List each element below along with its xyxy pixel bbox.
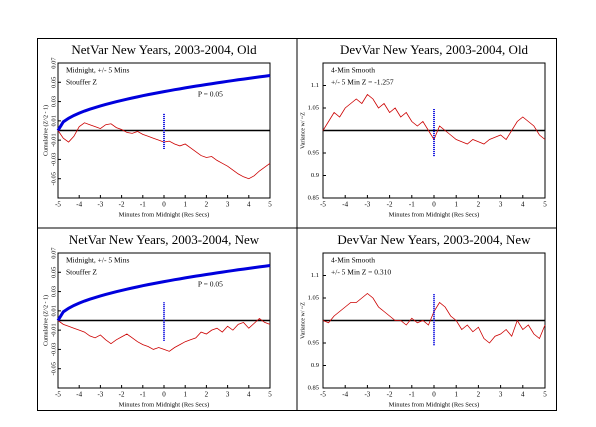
- annotation: Midnight, +/- 5 Mins: [66, 66, 129, 75]
- x-tick-label: 3: [499, 391, 503, 399]
- x-tick-label: 4: [247, 201, 251, 209]
- x-tick-label: -5: [55, 391, 61, 399]
- y-tick-label: -0.05: [50, 172, 57, 186]
- y-tick-label: 0.9: [311, 172, 319, 179]
- x-tick-label: -4: [342, 391, 348, 399]
- x-tick-label: -3: [364, 391, 370, 399]
- x-tick-label: 4: [521, 201, 525, 209]
- y-axis-label: Cumulative (Z^2 - 1): [42, 105, 49, 156]
- y-axis-label: Cumulative (Z^2 - 1): [42, 295, 49, 346]
- x-tick-label: -1: [140, 201, 146, 209]
- y-tick-label: 0.05: [50, 77, 57, 88]
- y-tick-label: 1.05: [308, 104, 319, 111]
- y-tick-label: 0.9: [311, 362, 319, 369]
- x-tick-label: 1: [454, 391, 458, 399]
- x-tick-label: 1: [454, 201, 458, 209]
- envelope-line: [56, 74, 271, 132]
- annotation: Stouffer Z: [66, 268, 97, 277]
- x-tick-label: -4: [76, 201, 82, 209]
- x-tick-label: 5: [268, 391, 272, 399]
- x-tick-label: 0: [162, 201, 166, 209]
- data-line: [322, 292, 546, 344]
- x-tick-label: -3: [97, 391, 103, 399]
- y-tick-label: 1.05: [308, 294, 319, 301]
- x-tick-label: -3: [364, 201, 370, 209]
- x-tick-label: 2: [477, 201, 481, 209]
- y-tick-label: 0.07: [50, 247, 57, 259]
- x-axis-label: Minutes from Midnight (Res Secs): [389, 401, 480, 408]
- x-axis-label: Minutes from Midnight (Res Secs): [119, 401, 210, 408]
- y-tick-label: 0.03: [50, 96, 57, 107]
- y-tick-label: 1.1: [311, 82, 319, 89]
- x-tick-label: 3: [226, 201, 230, 209]
- y-tick-label: 0.85: [308, 384, 319, 391]
- y-tick-label: -0.01: [50, 133, 57, 147]
- chart-title: NetVar New Years, 2003-2004, Old: [71, 42, 257, 57]
- y-tick-label: 0.01: [50, 115, 57, 126]
- x-tick-label: -3: [97, 201, 103, 209]
- x-tick-label: 2: [477, 391, 481, 399]
- x-tick-label: -1: [140, 391, 146, 399]
- y-axis-label: Variance w/ ~Z: [300, 302, 306, 339]
- y-tick-label: 0.03: [50, 286, 57, 297]
- x-tick-label: 5: [268, 201, 272, 209]
- series-label: P = 0.05: [198, 280, 223, 289]
- x-tick-label: 1: [183, 391, 187, 399]
- x-tick-label: 3: [226, 391, 230, 399]
- envelope-line: [56, 264, 271, 322]
- x-tick-label: -5: [55, 201, 61, 209]
- y-tick-label: -0.01: [50, 323, 57, 337]
- y-tick-label: 0.85: [308, 194, 319, 201]
- x-tick-label: 0: [432, 201, 436, 209]
- chart-title: DevVar New Years, 2003-2004, Old: [340, 42, 529, 57]
- chart-title: DevVar New Years, 2003-2004, New: [337, 232, 531, 247]
- annotation: +/- 5 Min Z = 0.310: [331, 268, 391, 277]
- x-tick-label: -5: [320, 391, 326, 399]
- y-tick-label: 0.05: [50, 267, 57, 278]
- annotation: Stouffer Z: [66, 78, 97, 87]
- y-tick-label: -0.03: [50, 343, 57, 357]
- annotation: Midnight, +/- 5 Mins: [66, 256, 129, 265]
- annotation: +/- 5 Min Z = -1.257: [331, 78, 394, 87]
- x-tick-label: -2: [119, 201, 125, 209]
- x-tick-label: 0: [162, 391, 166, 399]
- y-tick-label: 0.95: [308, 339, 319, 346]
- x-tick-label: -1: [409, 391, 415, 399]
- y-tick-label: -0.03: [50, 153, 57, 167]
- x-tick-label: 5: [543, 201, 547, 209]
- x-tick-label: -2: [387, 391, 393, 399]
- x-tick-label: 2: [205, 201, 209, 209]
- x-tick-label: 4: [247, 391, 251, 399]
- chart-title: NetVar New Years, 2003-2004, New: [69, 232, 260, 247]
- x-tick-label: -5: [320, 201, 326, 209]
- x-tick-label: 1: [183, 201, 187, 209]
- x-tick-label: 2: [205, 391, 209, 399]
- x-tick-label: -4: [342, 201, 348, 209]
- y-tick-label: -0.05: [50, 362, 57, 376]
- annotation: 4-Min Smooth: [331, 66, 375, 75]
- x-axis-label: Minutes from Midnight (Res Secs): [119, 211, 210, 218]
- y-axis-label: Variance w/ ~Z: [300, 112, 306, 149]
- y-tick-label: 0.07: [50, 57, 57, 69]
- x-axis-label: Minutes from Midnight (Res Secs): [389, 211, 480, 218]
- x-tick-label: 3: [499, 201, 503, 209]
- y-tick-label: 0.95: [308, 149, 319, 156]
- x-tick-label: 5: [543, 391, 547, 399]
- data-line: [57, 318, 271, 352]
- annotation: 4-Min Smooth: [331, 256, 375, 265]
- x-tick-label: -2: [387, 201, 393, 209]
- x-tick-label: 4: [521, 391, 525, 399]
- series-label: P = 0.05: [198, 90, 223, 99]
- y-tick-label: 1.1: [311, 272, 319, 279]
- x-tick-label: -4: [76, 391, 82, 399]
- x-tick-label: -1: [409, 201, 415, 209]
- y-tick-label: 0.01: [50, 305, 57, 316]
- x-tick-label: -2: [119, 391, 125, 399]
- x-tick-label: 0: [432, 391, 436, 399]
